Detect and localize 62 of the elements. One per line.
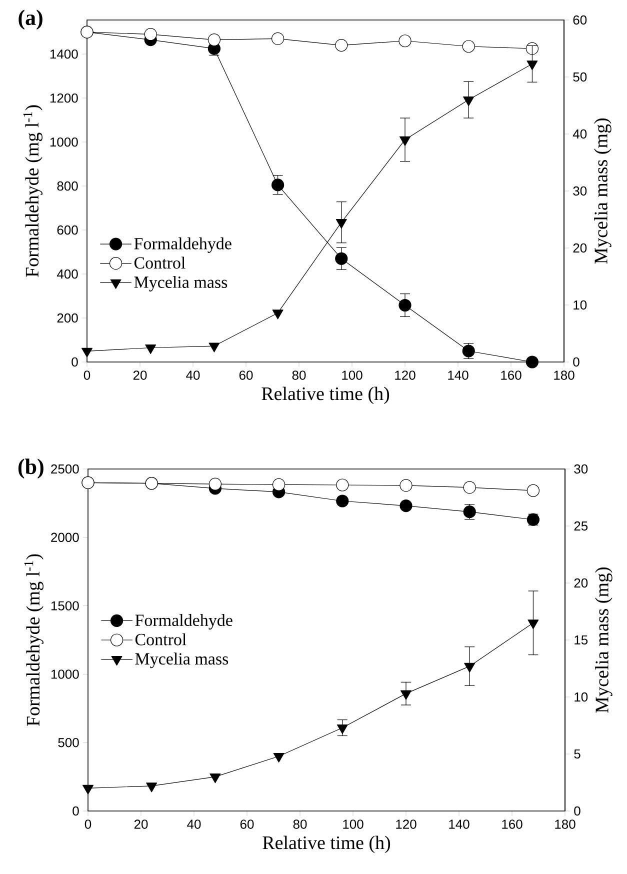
x-tick-label: 40 [187,820,201,829]
legend-label: Control [134,256,186,269]
x-tick-label: 140 [448,370,468,380]
x-tick-label: 100 [342,370,362,380]
y-tick-label: 1400 [50,49,78,59]
chart-title: (a) [18,10,42,30]
y-tick-label: 1000 [50,137,78,147]
y-tick-label: 1000 [51,670,79,679]
legend-label: Control [135,633,186,646]
x-tick-label: 160 [501,370,522,380]
y2-tick-label: 10 [574,692,588,702]
y-axis-title: Formaldehyde (mg l$^{-1}$) [23,105,42,277]
x-tick-label: 20 [133,370,147,380]
x-tick-label: 160 [502,820,522,829]
x-tick-label: 120 [396,820,416,829]
y2-axis-title: Mycelia mass (mg) [594,118,612,264]
x-tick-label: 120 [395,370,416,380]
y2-tick-label: 10 [574,300,587,310]
x-tick-label: 80 [293,820,307,829]
y2-tick-label: 60 [573,15,587,25]
y2-tick-label: 20 [573,243,587,253]
x-axis-title: Relative time (h) [262,386,390,404]
x-tick-label: 80 [292,370,306,380]
y2-tick-label: 50 [573,72,587,82]
y-axis-title: Formaldehyde (mg l$^{-1}$) [24,554,44,726]
y-tick-label: 200 [57,313,78,323]
y-tick-label: 800 [57,181,78,191]
x-tick-label: 60 [240,820,254,829]
y2-axis-title: Mycelia mass (mg) [595,567,612,713]
y2-tick-label: 20 [574,578,588,588]
y-tick-label: 600 [57,225,78,235]
x-tick-label: 60 [239,370,253,380]
y2-tick-label: 5 [574,749,580,759]
chart-title: (b) [18,458,44,479]
y2-tick-label: 30 [574,464,588,474]
legend-label: Mycelia mass [134,276,228,292]
y-tick-label: 2500 [51,464,79,474]
y-tick-label: 1200 [50,93,78,103]
x-tick-label: 0 [84,820,92,829]
y2-tick-label: 0 [573,357,580,367]
y-tick-label: 2000 [51,532,79,542]
x-tick-label: 20 [134,820,148,829]
x-tick-label: 40 [186,370,200,380]
y2-tick-label: 0 [574,806,580,816]
y-tick-label: 0 [72,357,78,367]
x-axis-title: Relative time (h) [262,836,390,854]
legend-label: Formaldehyde [135,614,232,630]
y2-tick-label: 30 [573,186,587,196]
legend-label: Mycelia mass [135,652,228,668]
y2-tick-label: 25 [574,521,588,531]
y2-tick-label: 40 [572,129,587,139]
y-tick-label: 0 [72,806,79,816]
y-tick-label: 500 [58,738,79,748]
legend-label: Formaldehyde [134,237,232,253]
x-tick-label: 140 [449,820,470,829]
x-tick-label: 100 [343,820,364,829]
y2-tick-label: 15 [574,635,588,645]
y-tick-label: 400 [56,269,78,279]
y-tick-label: 1500 [51,601,79,610]
x-tick-label: 0 [84,370,90,380]
x-tick-label: 180 [554,370,574,380]
x-tick-label: 180 [555,820,576,829]
